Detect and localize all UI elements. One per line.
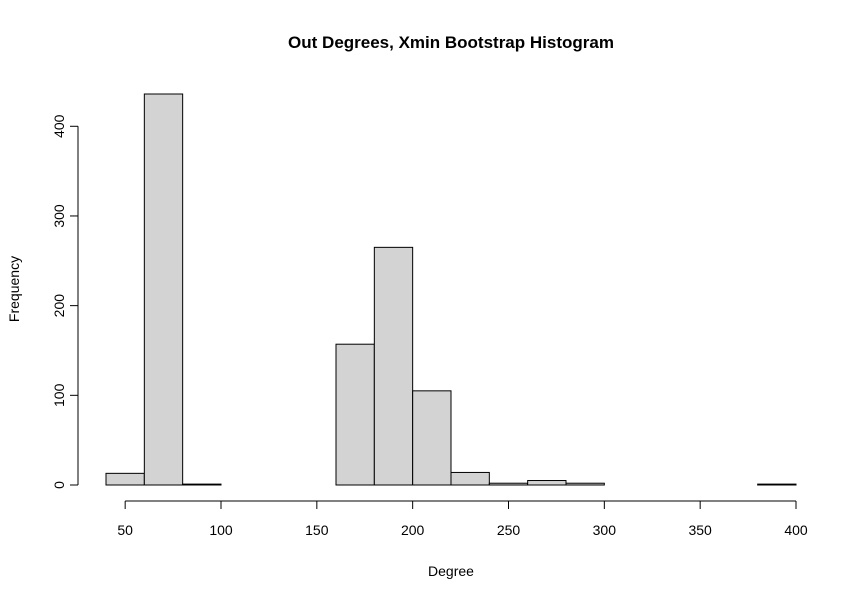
y-tick-label: 100 — [51, 383, 67, 407]
bars-group — [105, 93, 797, 486]
x-tick-label: 200 — [401, 522, 425, 538]
histogram-bar — [488, 482, 529, 486]
y-tick-label: 0 — [51, 481, 67, 489]
y-tick-label: 400 — [51, 114, 67, 138]
x-tick-label: 300 — [593, 522, 617, 538]
y-tick-label: 200 — [51, 294, 67, 318]
y-tick-label: 300 — [51, 204, 67, 228]
histogram-bar — [105, 472, 145, 486]
x-axis: 50 100 150 200 250 300 350 400 — [117, 500, 808, 538]
x-tick-label: 400 — [784, 522, 808, 538]
x-tick-label: 50 — [117, 522, 133, 538]
histogram-bar — [527, 480, 567, 486]
x-tick-label: 250 — [497, 522, 521, 538]
x-axis-label: Degree — [428, 563, 474, 579]
histogram-bar — [335, 343, 375, 486]
histogram-bar — [412, 390, 452, 486]
y-axis-label: Frequency — [6, 256, 22, 322]
x-tick-label: 150 — [305, 522, 329, 538]
histogram-bar — [373, 246, 414, 486]
x-tick-label: 350 — [688, 522, 712, 538]
histogram-bar — [450, 471, 490, 486]
y-axis: 0 100 200 300 400 — [51, 114, 79, 489]
histogram-bar — [757, 483, 797, 486]
histogram-bar — [565, 482, 605, 486]
histogram-bar — [143, 93, 184, 486]
histogram-bar — [182, 483, 222, 486]
chart-title: Out Degrees, Xmin Bootstrap Histogram — [288, 33, 614, 52]
x-tick-label: 100 — [209, 522, 233, 538]
